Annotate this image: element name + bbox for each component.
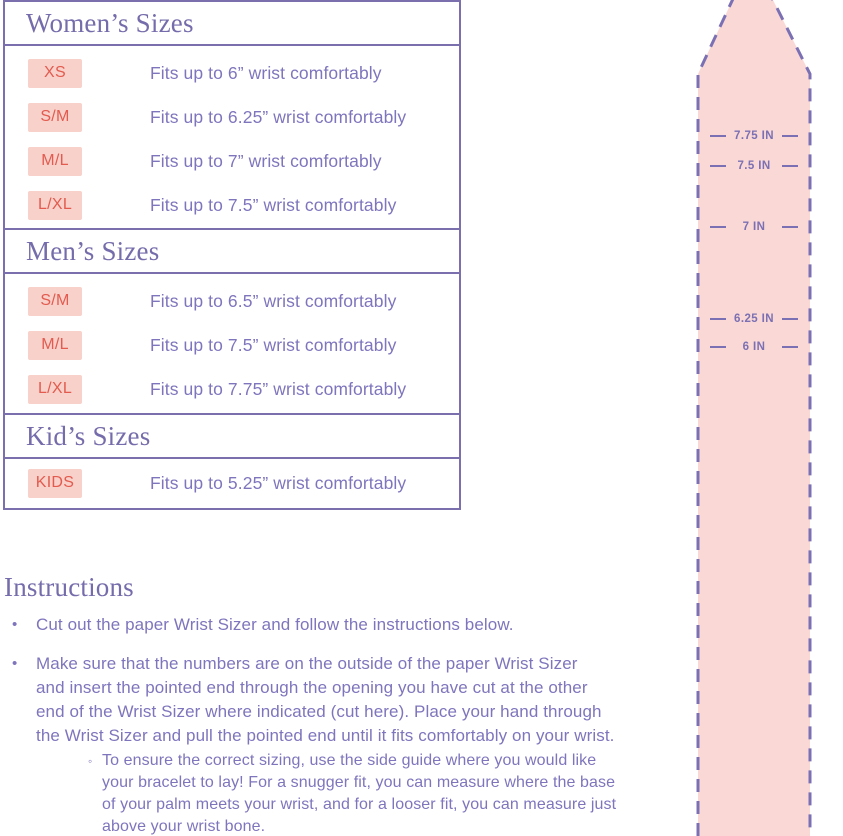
measure-tick-icon bbox=[710, 135, 726, 137]
bullet-icon: • bbox=[12, 655, 18, 672]
table-row: L/XL Fits up to 7.5” wrist comfortably bbox=[5, 183, 459, 227]
measure-label: 7 IN bbox=[742, 221, 766, 233]
section-body-kids: KIDS Fits up to 5.25” wrist comfortably bbox=[5, 459, 459, 508]
measure-tick-icon bbox=[782, 226, 798, 228]
section-header-womens: Women’s Sizes bbox=[5, 2, 459, 46]
measure-label: 6 IN bbox=[742, 341, 766, 353]
table-row: S/M Fits up to 6.25” wrist comfortably bbox=[5, 95, 459, 139]
measure-tick-icon bbox=[710, 165, 726, 167]
table-row: M/L Fits up to 7” wrist comfortably bbox=[5, 139, 459, 183]
sizer-measure-mark: 6.25 IN bbox=[710, 311, 798, 327]
section-title: Women’s Sizes bbox=[26, 7, 194, 38]
table-row: L/XL Fits up to 7.75” wrist comfortably bbox=[5, 367, 459, 411]
measure-tick-icon bbox=[782, 165, 798, 167]
sizer-strip-outline bbox=[696, 0, 812, 836]
size-description: Fits up to 7.5” wrist comfortably bbox=[150, 194, 397, 215]
measure-tick-icon bbox=[782, 346, 798, 348]
sizer-measure-mark: 6 IN bbox=[710, 339, 798, 355]
bullet-icon: • bbox=[12, 616, 18, 633]
section-body-mens: S/M Fits up to 6.5” wrist comfortably M/… bbox=[5, 274, 459, 415]
measure-label: 7.5 IN bbox=[737, 160, 771, 172]
sizer-measure-mark: 7 IN bbox=[710, 219, 798, 235]
wrist-sizer-strip bbox=[696, 0, 812, 836]
measure-label: 6.25 IN bbox=[734, 313, 774, 325]
size-description: Fits up to 6.5” wrist comfortably bbox=[150, 290, 397, 311]
measure-tick-icon bbox=[710, 346, 726, 348]
measure-tick-icon bbox=[782, 135, 798, 137]
size-badge: S/M bbox=[28, 102, 82, 132]
size-description: Fits up to 6.25” wrist comfortably bbox=[150, 106, 407, 127]
sizer-measure-mark: 7.5 IN bbox=[710, 158, 798, 174]
sub-bullet-text: To ensure the correct sizing, use the si… bbox=[102, 752, 617, 835]
size-description: Fits up to 7.5” wrist comfortably bbox=[150, 334, 397, 355]
size-badge: M/L bbox=[28, 330, 82, 360]
sub-bullet-icon: ◦ bbox=[88, 754, 93, 768]
measure-tick-icon bbox=[710, 226, 726, 228]
size-description: Fits up to 7” wrist comfortably bbox=[150, 150, 382, 171]
instructions-title: Instructions bbox=[4, 572, 134, 602]
table-row: XS Fits up to 6” wrist comfortably bbox=[5, 51, 459, 95]
bullet-text: Cut out the paper Wrist Sizer and follow… bbox=[36, 615, 514, 634]
size-badge: M/L bbox=[28, 146, 82, 176]
section-title: Kid’s Sizes bbox=[26, 420, 151, 451]
measure-tick-icon bbox=[782, 318, 798, 320]
instruction-sub-bullet: ◦ To ensure the correct sizing, use the … bbox=[4, 750, 676, 836]
measure-label: 7.75 IN bbox=[734, 130, 774, 142]
sizer-measure-mark: 7.75 IN bbox=[710, 128, 798, 144]
table-row: M/L Fits up to 7.5” wrist comfortably bbox=[5, 323, 459, 367]
instruction-bullet: • Make sure that the numbers are on the … bbox=[4, 652, 676, 748]
size-badge: S/M bbox=[28, 286, 82, 316]
section-header-mens: Men’s Sizes bbox=[5, 230, 459, 274]
size-description: Fits up to 5.25” wrist comfortably bbox=[150, 472, 407, 493]
bullet-text: Make sure that the numbers are on the ou… bbox=[36, 654, 615, 745]
section-header-kids: Kid’s Sizes bbox=[5, 415, 459, 459]
size-badge: L/XL bbox=[28, 190, 82, 220]
size-badge: KIDS bbox=[28, 468, 82, 498]
measure-tick-icon bbox=[710, 318, 726, 320]
instructions-section: Instructions • Cut out the paper Wrist S… bbox=[4, 571, 676, 836]
table-row: KIDS Fits up to 5.25” wrist comfortably bbox=[5, 461, 459, 505]
size-chart-table: Women’s Sizes XS Fits up to 6” wrist com… bbox=[3, 0, 461, 510]
table-row: S/M Fits up to 6.5” wrist comfortably bbox=[5, 279, 459, 323]
instruction-bullet: • Cut out the paper Wrist Sizer and foll… bbox=[4, 613, 676, 637]
section-title: Men’s Sizes bbox=[26, 235, 160, 266]
size-badge: L/XL bbox=[28, 374, 82, 404]
size-description: Fits up to 7.75” wrist comfortably bbox=[150, 378, 407, 399]
section-body-womens: XS Fits up to 6” wrist comfortably S/M F… bbox=[5, 46, 459, 230]
size-badge: XS bbox=[28, 58, 82, 88]
size-description: Fits up to 6” wrist comfortably bbox=[150, 62, 382, 83]
